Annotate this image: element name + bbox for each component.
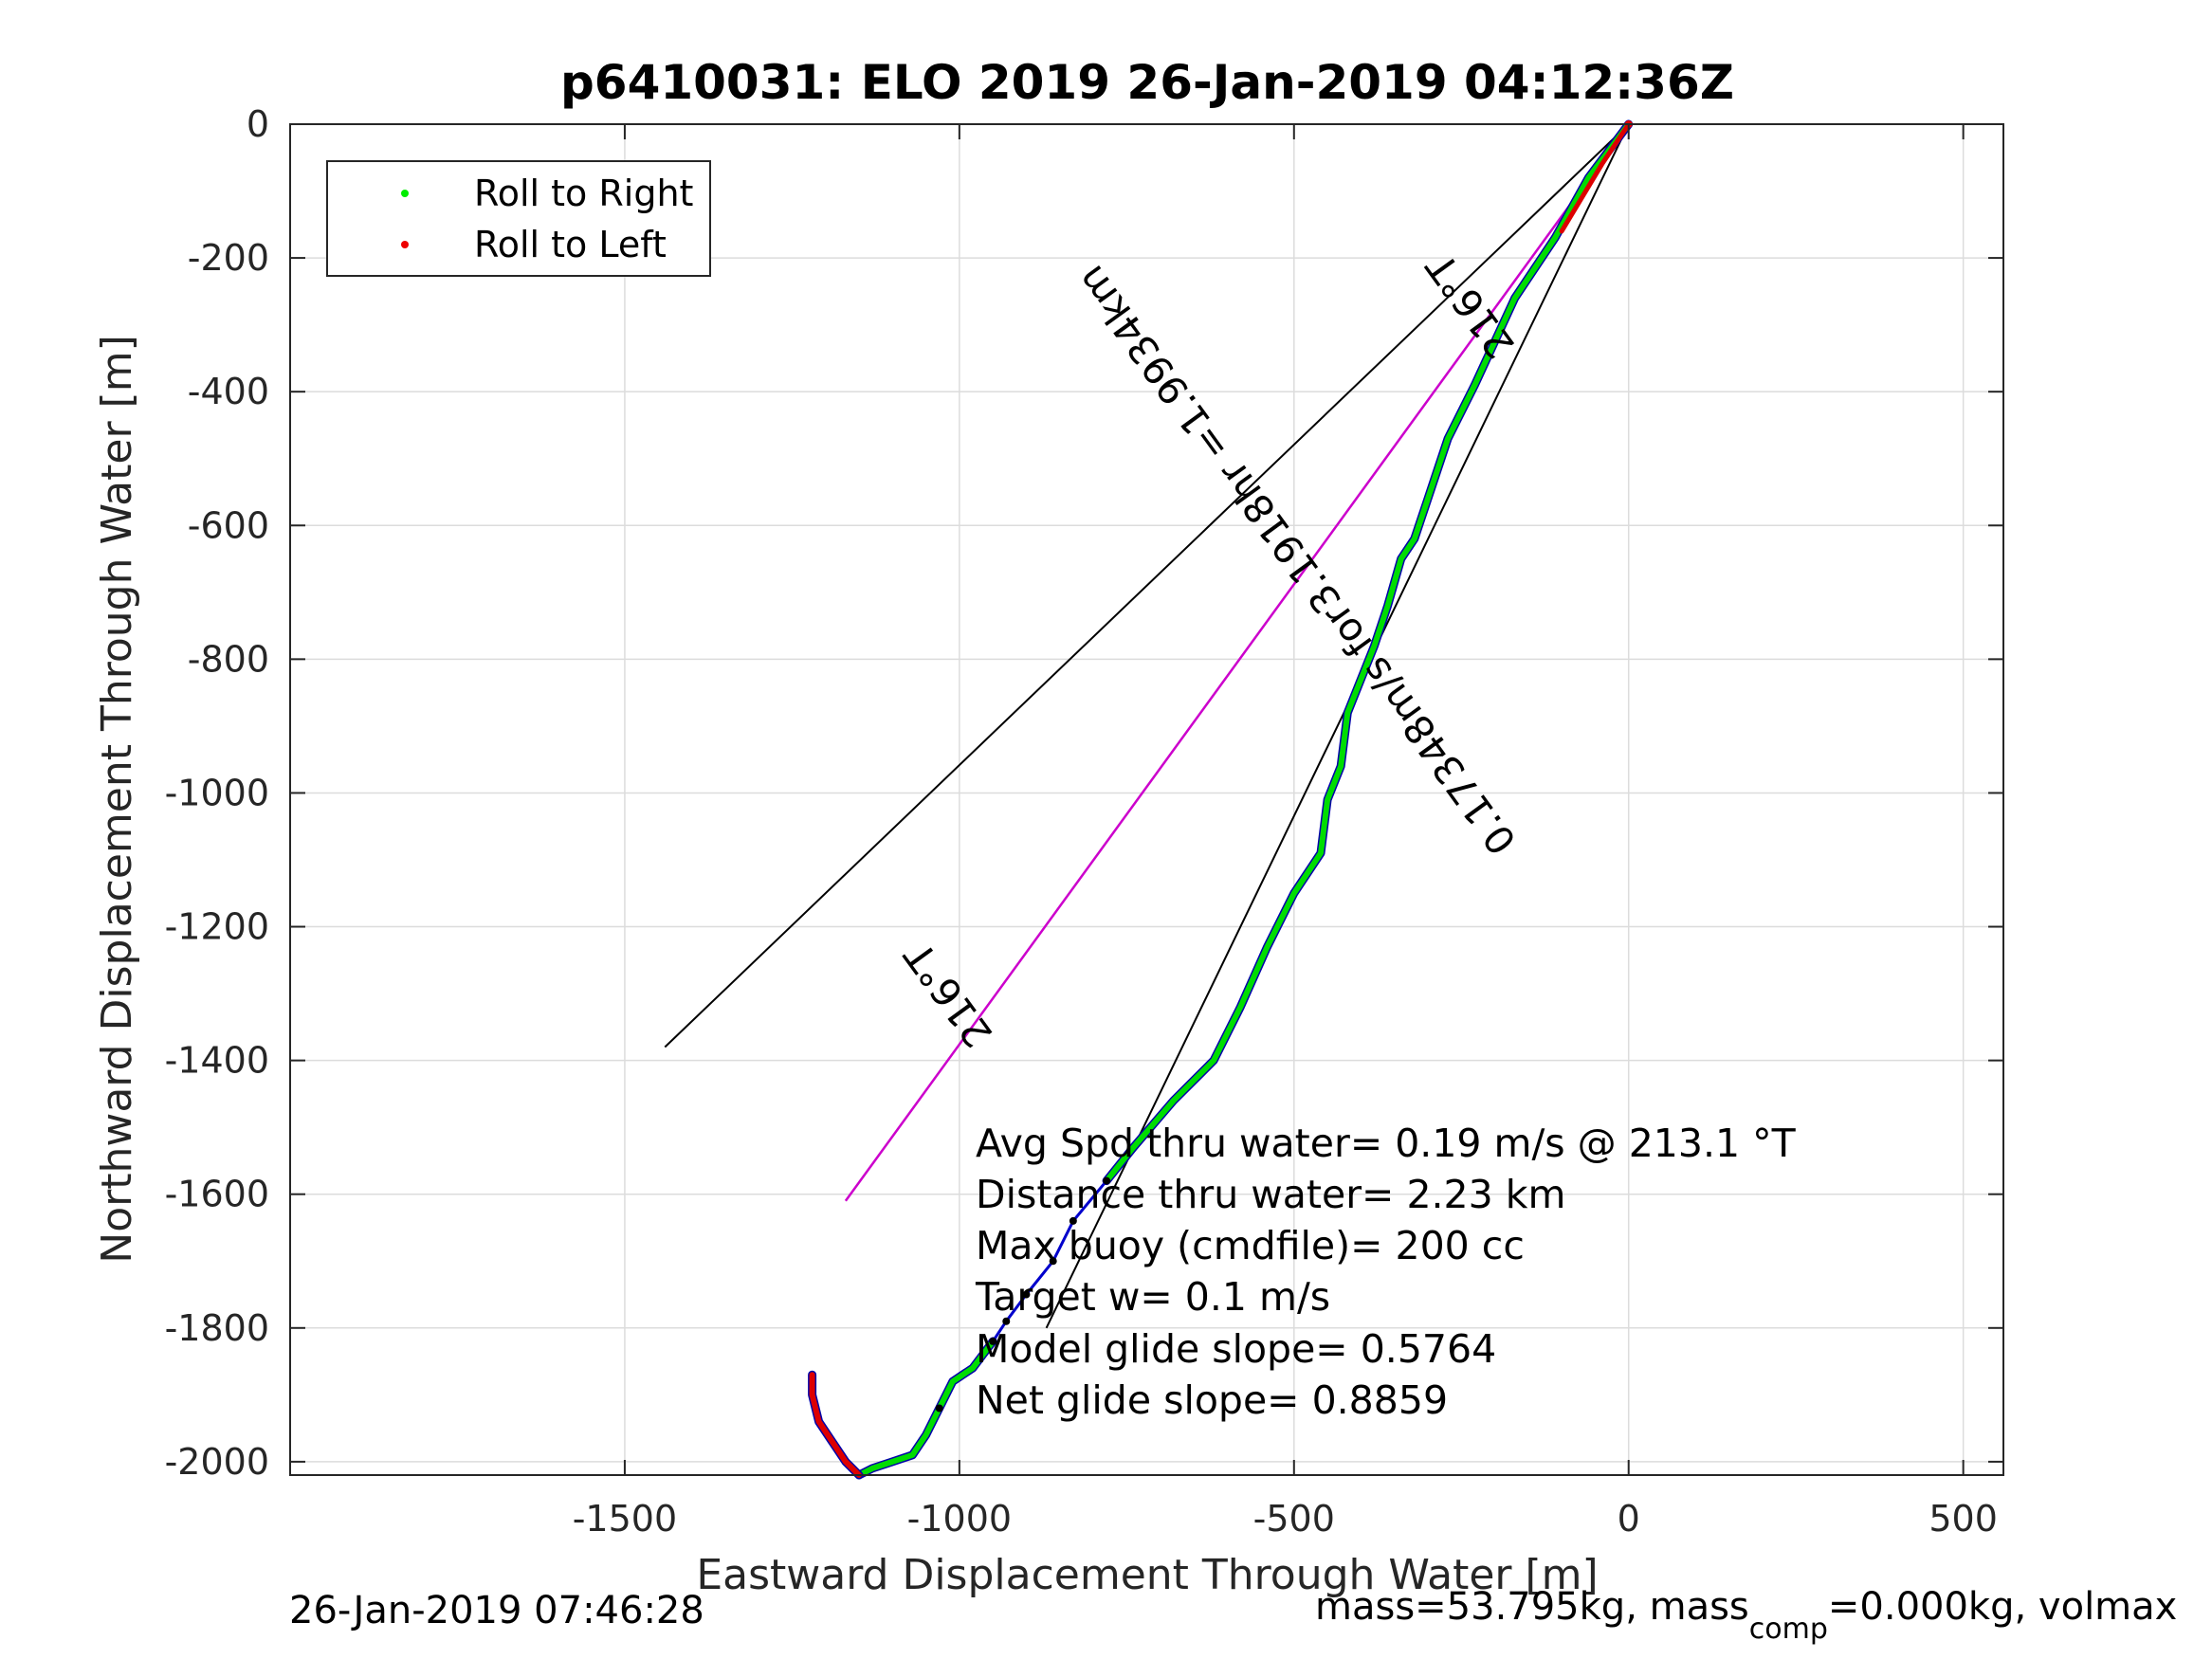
track-red-tail [809, 1372, 862, 1478]
track-point [1022, 1290, 1031, 1299]
legend-marker-right [401, 190, 409, 197]
y-axis-label: Northward Displacement Through Water [m] [93, 335, 141, 1263]
plot-marks [664, 119, 1634, 1480]
chart-title: p6410031: ELO 2019 26-Jan-2019 04:12:36Z [560, 55, 1734, 110]
stat-model-glide: Model glide slope= 0.5764 [976, 1326, 1496, 1372]
track-point [1069, 1216, 1077, 1225]
stat-max-buoy: Max buoy (cmdfile)= 200 cc [976, 1223, 1525, 1268]
legend-label-left: Roll to Left [474, 224, 667, 265]
y-tick-label: -1400 [165, 1040, 269, 1082]
y-tick-label: 0 [247, 103, 269, 145]
x-tick-label: -1500 [573, 1498, 677, 1540]
track-point [935, 1404, 943, 1413]
footer-mass-sub: comp [1749, 1613, 1828, 1646]
legend: Roll to Right Roll to Left [326, 160, 711, 277]
track-green [1104, 121, 1632, 1184]
y-tick-label: -1200 [165, 906, 269, 948]
x-tick-label: 0 [1618, 1498, 1640, 1540]
stat-distance: Distance thru water= 2.23 km [976, 1172, 1565, 1217]
x-tick-label: -1000 [907, 1498, 1012, 1540]
footer-timestamp: 26-Jan-2019 07:46:28 [289, 1589, 704, 1632]
x-tick-label: 500 [1929, 1498, 1998, 1540]
stats-block: Avg Spd thru water= 0.19 m/s @ 213.1 °T … [975, 1121, 1797, 1423]
legend-marker-left [401, 241, 409, 248]
track-point [1002, 1317, 1011, 1325]
plot-frame [289, 123, 2004, 1476]
footer-mass: mass=53.795kg, masscomp=0.000kg, volmax [1315, 1585, 2177, 1646]
x-tick-label: -500 [1253, 1498, 1335, 1540]
axis-ticks: -1500 -1000 -500 0 500 0 -200 -400 -600 -800 -1000… [165, 103, 2003, 1540]
x-axis-label: Eastward Displacement Through Water [m] [696, 1551, 1598, 1599]
y-tick-label: -1000 [165, 772, 269, 813]
track-point [1103, 1176, 1111, 1185]
current-line [844, 123, 1630, 1202]
grid [290, 123, 2003, 1475]
legend-label-right: Roll to Right [474, 173, 693, 214]
y-tick-label: -800 [188, 638, 269, 680]
track-red-top [1559, 121, 1632, 234]
track-point [989, 1337, 997, 1345]
stat-net-glide: Net glide slope= 0.8859 [976, 1377, 1448, 1423]
legend-box [326, 160, 711, 277]
y-tick-label: -2000 [165, 1441, 269, 1483]
y-tick-label: -1600 [165, 1174, 269, 1215]
track-green-lower [856, 1338, 996, 1478]
y-tick-label: -400 [188, 371, 269, 412]
track-point [1049, 1257, 1057, 1266]
heading-line [1045, 123, 1630, 1329]
stat-avg-speed: Avg Spd thru water= 0.19 m/s @ 213.1 °T [976, 1121, 1797, 1166]
y-tick-label: -1800 [165, 1307, 269, 1349]
y-tick-label: -600 [188, 504, 269, 546]
y-tick-label: -200 [188, 237, 269, 279]
heading-line [664, 123, 1630, 1048]
track-blue [991, 1179, 1108, 1343]
stat-target-w: Target w= 0.1 m/s [975, 1274, 1330, 1320]
